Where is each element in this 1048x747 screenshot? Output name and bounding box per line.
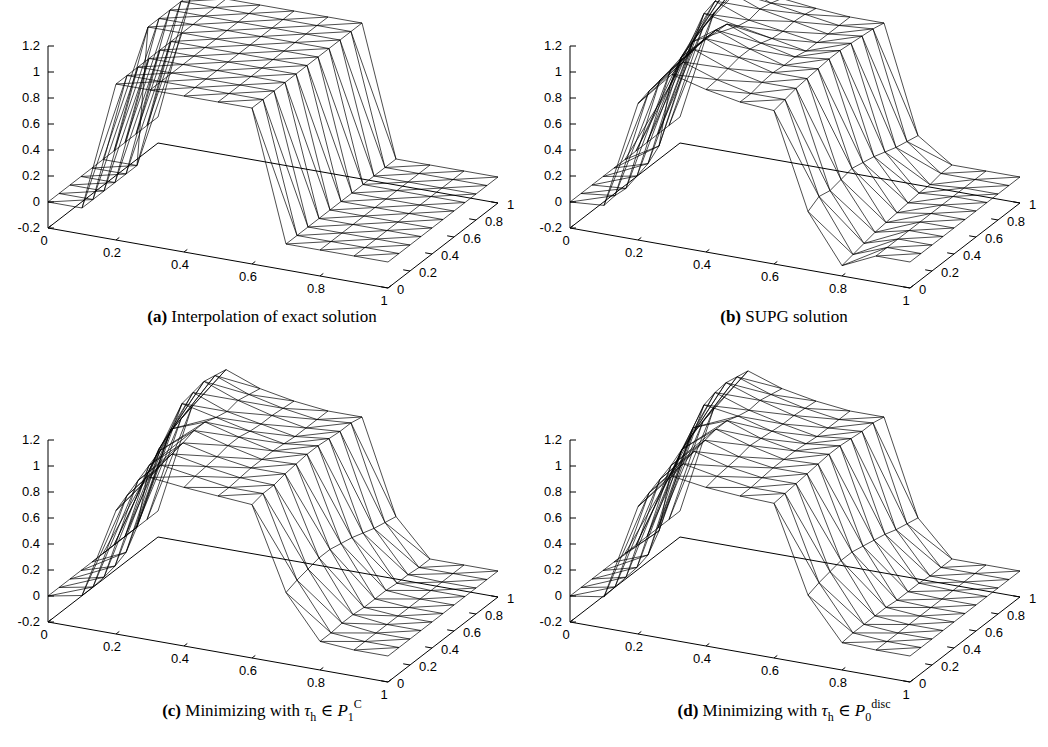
svg-text:0.8: 0.8 — [307, 675, 325, 690]
svg-text:0: 0 — [555, 194, 562, 209]
svg-text:0.2: 0.2 — [625, 639, 643, 654]
svg-text:0.2: 0.2 — [941, 659, 959, 674]
svg-text:1: 1 — [1029, 197, 1036, 212]
svg-text:0.8: 0.8 — [829, 675, 847, 690]
svg-text:0.4: 0.4 — [544, 142, 562, 157]
svg-text:0: 0 — [33, 194, 40, 209]
svg-text:0.6: 0.6 — [985, 231, 1003, 246]
svg-text:0.6: 0.6 — [761, 663, 779, 678]
svg-text:0.2: 0.2 — [103, 639, 121, 654]
svg-text:1: 1 — [380, 293, 387, 308]
svg-text:1: 1 — [33, 458, 40, 473]
svg-text:0.6: 0.6 — [544, 116, 562, 131]
svg-text:0: 0 — [562, 627, 569, 642]
svg-text:1.2: 1.2 — [544, 432, 562, 447]
svg-text:0.4: 0.4 — [171, 651, 189, 666]
svg-text:0: 0 — [919, 282, 926, 297]
svg-text:1: 1 — [555, 64, 562, 79]
svg-text:1: 1 — [1029, 591, 1036, 606]
svg-text:0: 0 — [919, 676, 926, 691]
svg-text:1: 1 — [380, 687, 387, 702]
svg-text:(d) Minimizing with τh​ ∈ P0di: (d) Minimizing with τh​ ∈ P0disc​ — [678, 697, 891, 724]
svg-text:1: 1 — [507, 591, 514, 606]
svg-text:1: 1 — [902, 293, 909, 308]
svg-text:0.6: 0.6 — [761, 269, 779, 284]
svg-text:-0.2: -0.2 — [18, 220, 40, 235]
svg-text:(a) Interpolation of exact sol: (a) Interpolation of exact solution — [147, 307, 377, 326]
svg-text:0.6: 0.6 — [544, 510, 562, 525]
svg-text:0.8: 0.8 — [22, 484, 40, 499]
svg-text:0.8: 0.8 — [22, 90, 40, 105]
svg-text:0.2: 0.2 — [22, 562, 40, 577]
svg-text:0.2: 0.2 — [941, 265, 959, 280]
svg-text:(c) Minimizing with τh​ ∈ P1C​: (c) Minimizing with τh​ ∈ P1C​ — [162, 697, 362, 724]
svg-text:0.6: 0.6 — [463, 231, 481, 246]
svg-text:0: 0 — [40, 233, 47, 248]
svg-text:0.6: 0.6 — [22, 510, 40, 525]
svg-text:0.8: 0.8 — [485, 608, 503, 623]
svg-text:0.4: 0.4 — [441, 642, 459, 657]
svg-text:0.4: 0.4 — [441, 248, 459, 263]
svg-text:-0.2: -0.2 — [18, 614, 40, 629]
svg-text:0: 0 — [40, 627, 47, 642]
svg-text:1.2: 1.2 — [544, 38, 562, 53]
svg-text:0.6: 0.6 — [463, 625, 481, 640]
svg-text:0.2: 0.2 — [625, 245, 643, 260]
svg-text:0.8: 0.8 — [829, 281, 847, 296]
svg-text:0.6: 0.6 — [239, 663, 257, 678]
svg-text:0: 0 — [397, 282, 404, 297]
svg-text:0.2: 0.2 — [544, 562, 562, 577]
svg-text:0: 0 — [555, 588, 562, 603]
svg-text:0: 0 — [33, 588, 40, 603]
svg-text:0.4: 0.4 — [544, 536, 562, 551]
svg-text:0.4: 0.4 — [693, 651, 711, 666]
svg-text:1: 1 — [902, 687, 909, 702]
svg-text:0.2: 0.2 — [419, 659, 437, 674]
svg-text:0.2: 0.2 — [544, 168, 562, 183]
svg-text:0.8: 0.8 — [1007, 214, 1025, 229]
svg-text:0.4: 0.4 — [963, 248, 981, 263]
svg-text:0.6: 0.6 — [239, 269, 257, 284]
svg-text:0.8: 0.8 — [544, 90, 562, 105]
svg-text:0.4: 0.4 — [171, 257, 189, 272]
svg-text:-0.2: -0.2 — [540, 614, 562, 629]
svg-text:1.2: 1.2 — [22, 432, 40, 447]
svg-text:1: 1 — [507, 197, 514, 212]
svg-text:0.2: 0.2 — [419, 265, 437, 280]
svg-text:0.8: 0.8 — [485, 214, 503, 229]
svg-text:1: 1 — [33, 64, 40, 79]
svg-text:0.2: 0.2 — [22, 168, 40, 183]
svg-text:0.4: 0.4 — [22, 142, 40, 157]
svg-text:0.8: 0.8 — [307, 281, 325, 296]
svg-text:0.4: 0.4 — [22, 536, 40, 551]
svg-text:0.4: 0.4 — [963, 642, 981, 657]
svg-text:0: 0 — [562, 233, 569, 248]
svg-text:-0.2: -0.2 — [540, 220, 562, 235]
svg-text:0.4: 0.4 — [693, 257, 711, 272]
svg-text:0: 0 — [397, 676, 404, 691]
svg-text:1: 1 — [555, 458, 562, 473]
svg-text:(b) SUPG solution: (b) SUPG solution — [720, 307, 848, 326]
svg-text:0.8: 0.8 — [1007, 608, 1025, 623]
svg-text:1.2: 1.2 — [22, 38, 40, 53]
svg-text:0.8: 0.8 — [544, 484, 562, 499]
svg-text:0.2: 0.2 — [103, 245, 121, 260]
svg-text:0.6: 0.6 — [985, 625, 1003, 640]
svg-text:0.6: 0.6 — [22, 116, 40, 131]
